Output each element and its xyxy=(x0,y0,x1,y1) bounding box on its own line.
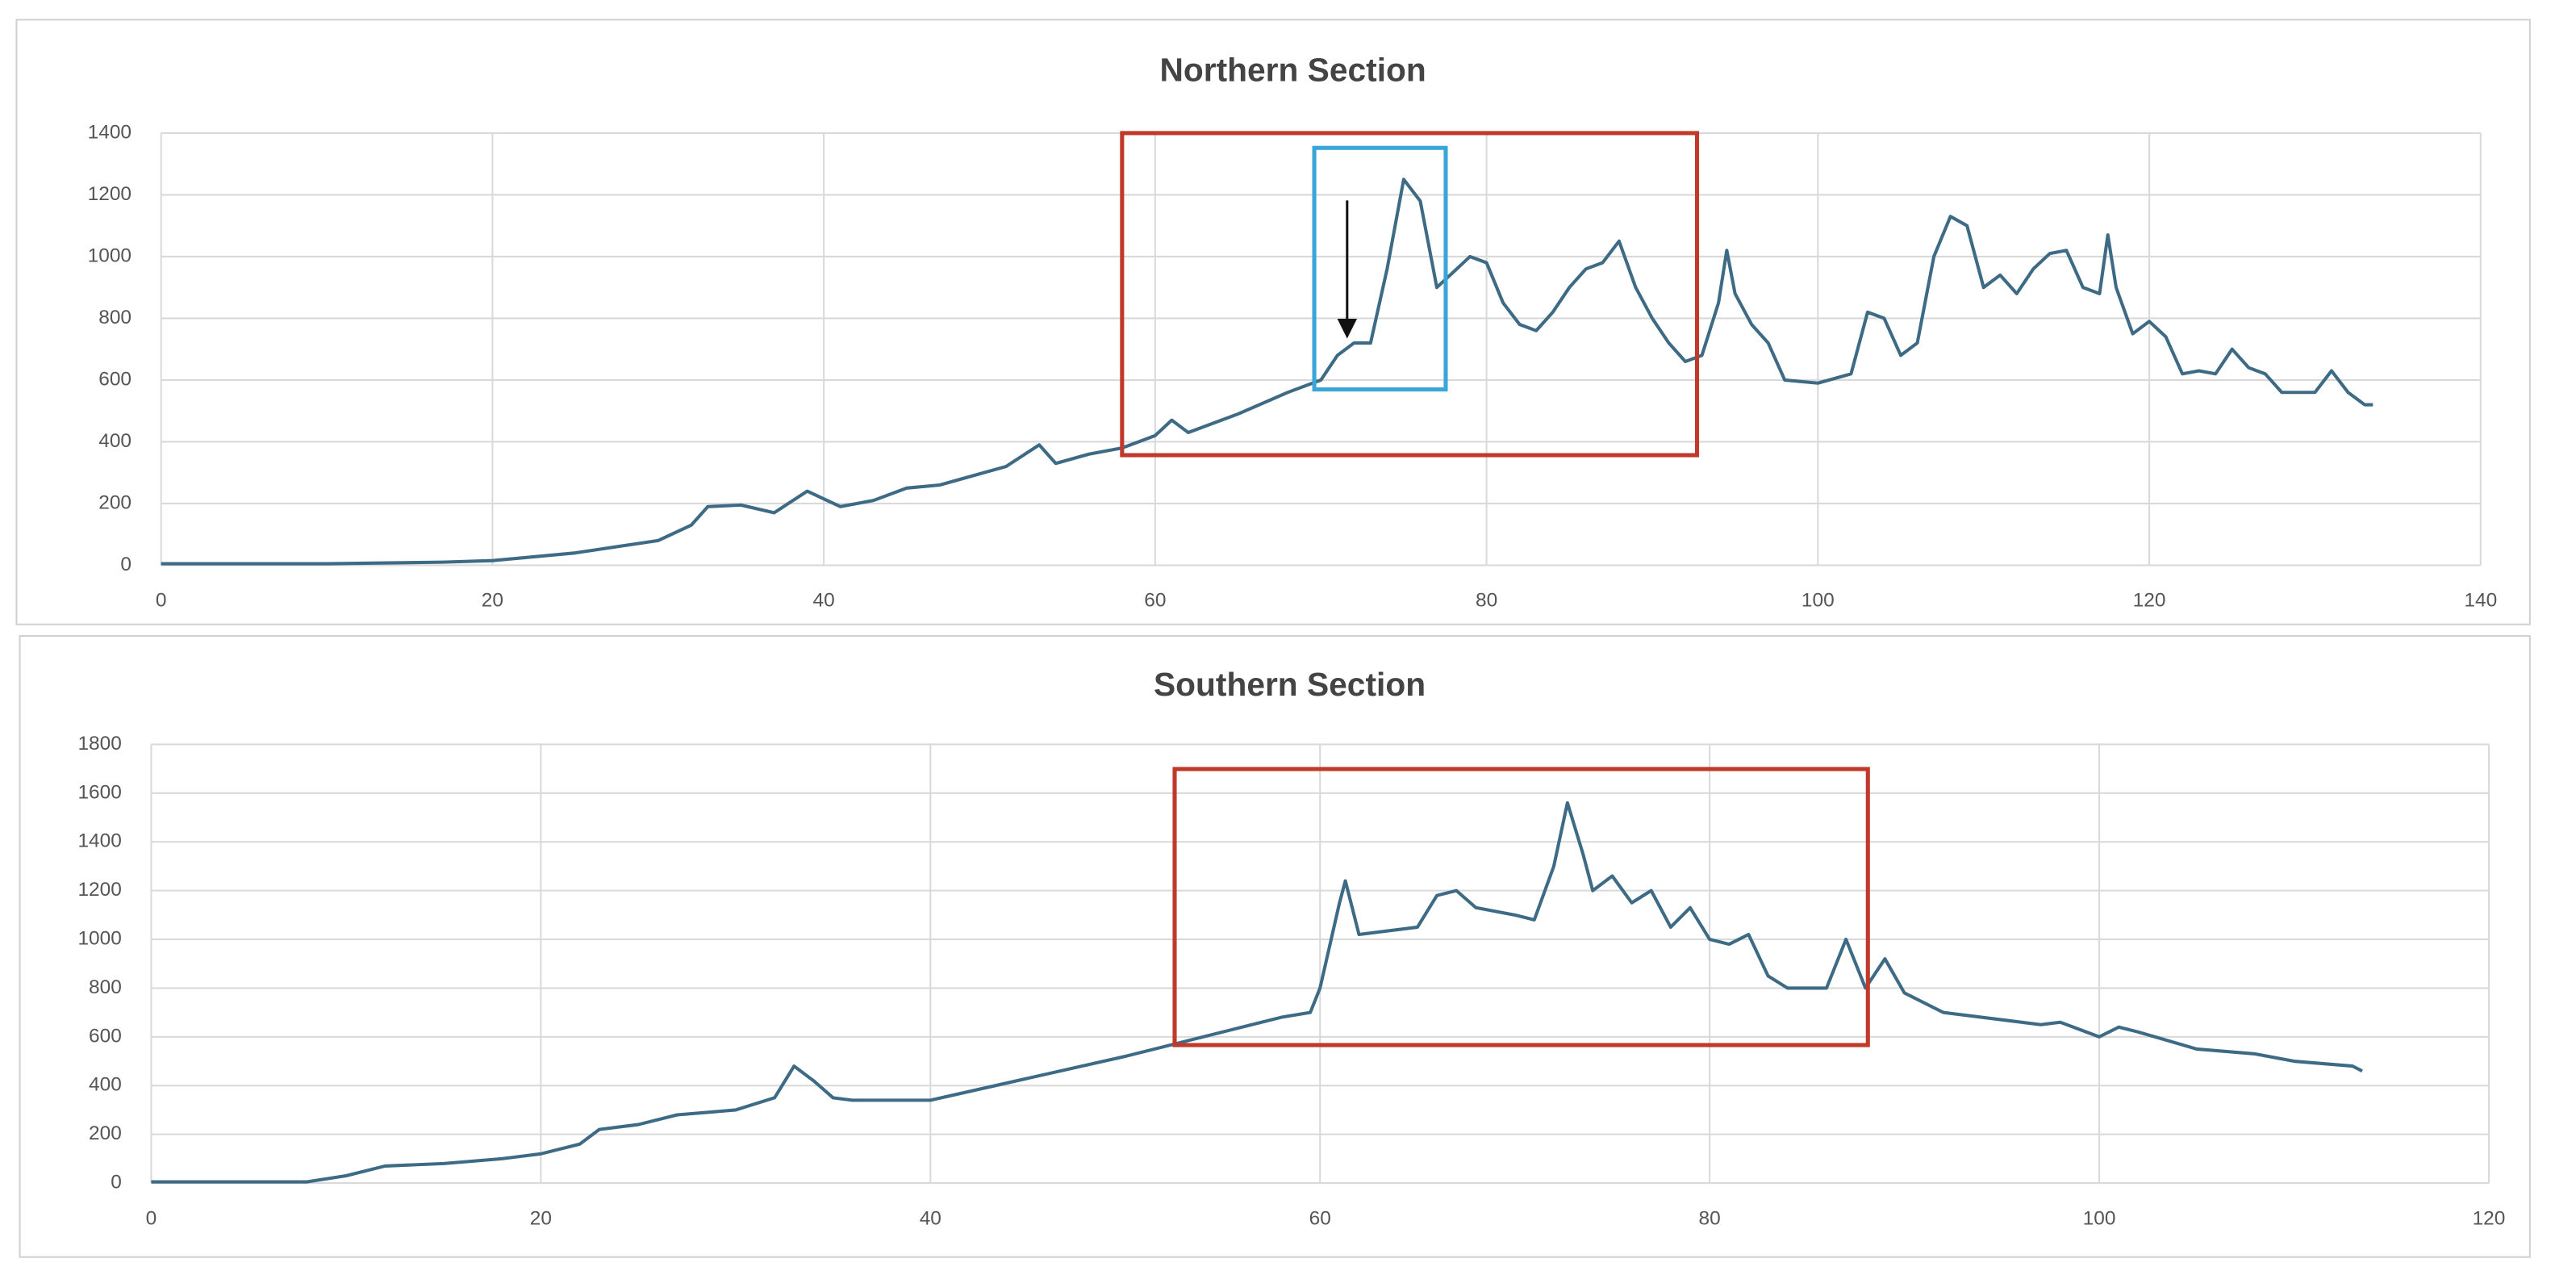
x-tick-label: 100 xyxy=(2083,1207,2116,1229)
y-tick-label: 0 xyxy=(120,554,132,575)
y-tick-label: 0 xyxy=(111,1172,122,1194)
x-tick-label: 0 xyxy=(156,590,167,612)
x-tick-label: 80 xyxy=(1699,1207,1721,1229)
x-tick-label: 100 xyxy=(1802,590,1835,612)
data-line xyxy=(151,801,2363,1184)
x-tick-label: 20 xyxy=(482,590,503,612)
highlight-box xyxy=(1312,145,1448,392)
data-line xyxy=(161,178,2374,566)
y-tick-label: 200 xyxy=(98,491,132,513)
plots: Northern Section020040060080010001200140… xyxy=(77,51,2505,1229)
y-tick-label: 600 xyxy=(98,368,132,390)
x-tick-label: 120 xyxy=(2133,590,2166,612)
arrow-head xyxy=(1337,319,1358,339)
y-tick-label: 800 xyxy=(98,307,132,328)
panel-border xyxy=(19,634,2531,1258)
x-tick-label: 20 xyxy=(530,1207,552,1229)
y-tick-label: 1600 xyxy=(77,781,121,803)
x-tick-label: 40 xyxy=(920,1207,941,1229)
x-tick-label: 0 xyxy=(146,1207,157,1229)
y-tick-label: 1200 xyxy=(88,183,132,205)
y-tick-label: 1400 xyxy=(88,121,132,143)
y-tick-label: 600 xyxy=(89,1025,122,1047)
y-tick-label: 1000 xyxy=(77,927,121,949)
y-tick-label: 800 xyxy=(89,976,122,998)
y-tick-label: 1400 xyxy=(77,830,121,852)
x-tick-label: 60 xyxy=(1309,1207,1331,1229)
x-tick-label: 140 xyxy=(2464,590,2497,612)
y-tick-label: 200 xyxy=(89,1123,122,1144)
highlight-box xyxy=(1172,767,1870,1047)
y-tick-label: 1800 xyxy=(77,733,121,755)
chart-title: Southern Section xyxy=(1154,666,1426,703)
y-tick-label: 1200 xyxy=(77,879,121,901)
y-tick-label: 1000 xyxy=(88,245,132,266)
x-tick-label: 120 xyxy=(2473,1207,2506,1229)
x-tick-label: 60 xyxy=(1144,590,1166,612)
x-tick-label: 40 xyxy=(813,590,835,612)
y-tick-label: 400 xyxy=(98,430,132,452)
highlight-box xyxy=(1120,131,1700,458)
x-tick-label: 80 xyxy=(1476,590,1497,612)
chart-title: Northern Section xyxy=(1159,51,1426,88)
panel-border xyxy=(15,19,2531,625)
y-tick-label: 400 xyxy=(89,1074,122,1096)
